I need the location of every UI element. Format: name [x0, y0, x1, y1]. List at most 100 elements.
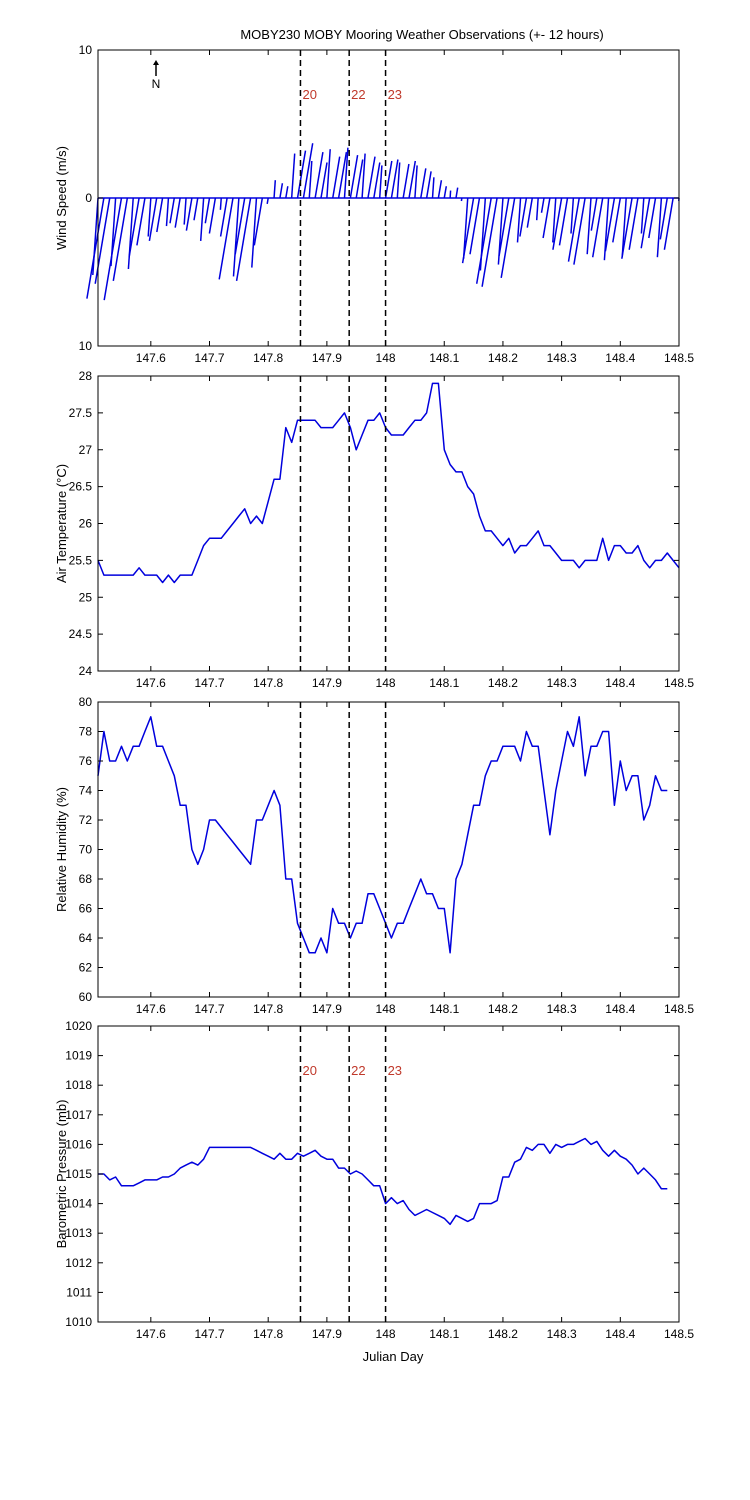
wind-stick	[378, 165, 383, 199]
y-tick-label: 1016	[65, 1137, 92, 1151]
wind-stick	[219, 197, 228, 237]
wind-stick	[396, 162, 401, 199]
y-tick-label: 1017	[65, 1108, 92, 1122]
x-tick-label: 148.2	[488, 676, 518, 690]
wind-stick	[232, 197, 240, 277]
y-tick-label: 1012	[65, 1256, 92, 1270]
wind-stick	[343, 147, 349, 199]
y-tick-label: 68	[79, 872, 93, 886]
wind-stick	[296, 150, 307, 199]
wind-stick	[373, 162, 381, 199]
wind-stick	[367, 156, 376, 199]
wind-stick	[235, 197, 252, 282]
x-tick-label: 148.3	[547, 676, 577, 690]
x-tick-label: 148	[376, 1327, 396, 1341]
x-tick-label: 148.2	[488, 1327, 518, 1341]
wind-stick	[251, 197, 258, 268]
x-tick-label: 148.2	[488, 1002, 518, 1016]
wind-stick	[621, 197, 633, 259]
y-tick-label: 62	[79, 961, 93, 975]
air-temperature-series-line	[97, 382, 680, 584]
wind-stick	[112, 197, 129, 282]
wind-stick	[193, 197, 199, 221]
wind-stick	[273, 180, 277, 199]
x-tick-label: 148.1	[429, 676, 459, 690]
y-tick-label: 10	[79, 43, 93, 57]
wind-stick	[542, 197, 551, 239]
y-tick-label: 1015	[65, 1167, 92, 1181]
wind-stick	[314, 151, 324, 199]
x-tick-label: 147.6	[136, 676, 166, 690]
x-axis-label: Julian Day	[363, 1349, 424, 1364]
marker-label: 23	[388, 87, 402, 102]
wind-stick	[320, 162, 328, 199]
wind-stick	[253, 197, 264, 246]
wind-stick	[218, 197, 234, 280]
wind-stick	[326, 149, 331, 199]
y-tick-label: 24.5	[69, 627, 93, 641]
wind-stick	[648, 197, 657, 239]
wind-stick	[234, 197, 246, 255]
wind-stick	[103, 197, 123, 301]
wind-stick	[567, 197, 580, 262]
y-tick-label: 27.5	[69, 406, 93, 420]
x-tick-label: 148.5	[664, 1002, 694, 1016]
wind-stick	[361, 153, 366, 199]
wind-stick	[337, 151, 348, 199]
wind-stick	[414, 165, 418, 199]
marker-label: 20	[302, 1063, 316, 1078]
x-tick-label: 148.5	[664, 1327, 694, 1341]
wind-stick	[136, 197, 146, 246]
x-tick-label: 147.6	[136, 1002, 166, 1016]
wind-stick	[590, 197, 598, 231]
wind-stick	[302, 143, 314, 199]
wind-stick	[573, 197, 586, 265]
wind-stick	[185, 197, 193, 231]
x-tick-label: 147.9	[312, 351, 342, 365]
wind-stick	[148, 197, 158, 242]
x-tick-label: 148	[376, 351, 396, 365]
x-tick-label: 148.2	[488, 351, 518, 365]
y-tick-label: 27	[79, 443, 93, 457]
wind-stick	[425, 171, 432, 199]
panel-relative-humidity: 147.6 147.7 147.8 147.9 148 148.1 148.2 148.3 14…	[54, 695, 694, 1016]
wind-stick	[475, 197, 492, 284]
wind-stick	[290, 153, 296, 199]
y-tick-label: 1018	[65, 1078, 92, 1092]
x-tick-label: 147.7	[194, 676, 224, 690]
x-tick-label: 148	[376, 676, 396, 690]
y-tick-label: 1011	[66, 1285, 92, 1299]
x-tick-label: 148.4	[605, 676, 635, 690]
y-tick-label: 78	[79, 725, 93, 739]
wind-stick	[183, 197, 187, 225]
wind-stick	[204, 197, 211, 224]
wind-stick	[384, 160, 393, 199]
barometric-pressure-series-line	[98, 1137, 668, 1226]
x-tick-label: 147.8	[253, 1002, 283, 1016]
x-tick-label: 147.7	[194, 351, 224, 365]
wind-stick	[219, 197, 222, 210]
y-tick-label: 60	[79, 990, 93, 1004]
x-tick-label: 147.7	[194, 1327, 224, 1341]
wind-stick	[462, 197, 469, 259]
wind-stick	[591, 197, 604, 258]
wind-stick	[621, 197, 627, 258]
marker-label: 22	[351, 87, 365, 102]
wind-stick	[640, 197, 651, 249]
wind-stick	[656, 197, 663, 258]
wind-stick	[402, 163, 410, 199]
y-axis-label: Air Temperature (°C)	[54, 464, 69, 583]
wind-stick	[390, 159, 399, 199]
wind-stick	[663, 197, 674, 250]
x-tick-label: 148.5	[664, 676, 694, 690]
wind-stick	[481, 197, 498, 287]
x-tick-label: 147.9	[312, 676, 342, 690]
y-tick-label: 1020	[65, 1019, 92, 1033]
y-tick-label: 26.5	[69, 480, 93, 494]
y-tick-label: 24	[79, 664, 93, 678]
x-tick-label: 148.4	[605, 1002, 635, 1016]
wind-stick	[586, 197, 592, 255]
x-tick-label: 147.8	[253, 1327, 283, 1341]
wind-stick	[540, 197, 545, 213]
wind-stick	[455, 187, 459, 199]
